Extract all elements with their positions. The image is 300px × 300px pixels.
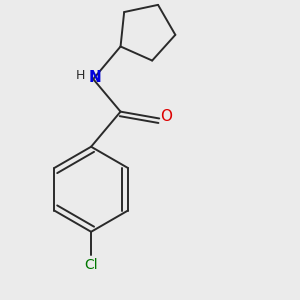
Text: N: N <box>88 70 101 85</box>
Text: Cl: Cl <box>84 257 98 272</box>
Text: O: O <box>160 109 172 124</box>
Text: H: H <box>76 69 85 82</box>
